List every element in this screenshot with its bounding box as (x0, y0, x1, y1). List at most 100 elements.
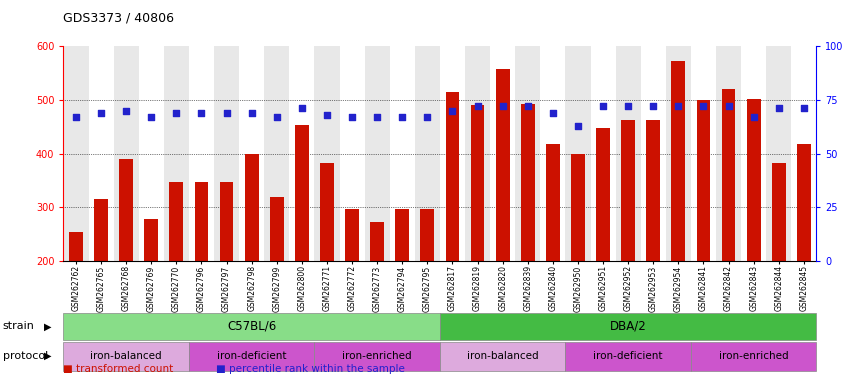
Bar (189, 46, 214, 261)
Bar (541, 46, 565, 261)
Bar (415, 46, 440, 261)
Point (722, 103, 735, 109)
Bar (365, 46, 390, 261)
Point (69, 114, 83, 120)
Text: ■ transformed count: ■ transformed count (63, 364, 173, 374)
Point (195, 110, 208, 116)
Bar (63, 342, 189, 371)
Point (797, 105, 810, 111)
Bar (440, 46, 465, 261)
Point (646, 103, 660, 109)
Bar (169, 182, 184, 261)
Bar (195, 182, 208, 261)
Bar (716, 46, 741, 261)
Point (772, 105, 785, 111)
Bar (640, 46, 666, 261)
Bar (446, 92, 459, 261)
Bar (691, 46, 716, 261)
Bar (270, 197, 283, 261)
Text: iron-enriched: iron-enriched (719, 351, 788, 361)
Point (169, 110, 183, 116)
Point (295, 105, 309, 111)
Bar (791, 46, 816, 261)
Text: GDS3373 / 40806: GDS3373 / 40806 (63, 12, 174, 25)
Bar (239, 46, 264, 261)
Bar (565, 46, 591, 261)
Bar (420, 209, 434, 261)
Bar (189, 342, 315, 371)
Point (320, 112, 333, 118)
Bar (797, 144, 810, 261)
Bar (139, 46, 164, 261)
Bar (666, 46, 691, 261)
Bar (390, 46, 415, 261)
Point (345, 114, 359, 120)
Point (220, 110, 233, 116)
Bar (696, 100, 711, 261)
Bar (691, 342, 816, 371)
Text: C57BL/6: C57BL/6 (227, 320, 277, 333)
Bar (94, 199, 108, 261)
Bar (113, 46, 139, 261)
Bar (646, 120, 660, 261)
Bar (440, 342, 565, 371)
Text: iron-balanced: iron-balanced (91, 351, 162, 361)
Point (696, 103, 710, 109)
Point (395, 114, 409, 120)
Bar (264, 46, 289, 261)
Text: strain: strain (3, 321, 35, 331)
Bar (289, 46, 315, 261)
Bar (63, 313, 440, 340)
Bar (470, 105, 485, 261)
Bar (591, 46, 616, 261)
Point (470, 103, 484, 109)
Bar (69, 232, 83, 261)
Bar (616, 46, 640, 261)
Text: protocol: protocol (3, 351, 47, 361)
Bar (371, 222, 384, 261)
Text: ■ percentile rank within the sample: ■ percentile rank within the sample (216, 364, 404, 374)
Bar (63, 46, 89, 261)
Text: iron-deficient: iron-deficient (217, 351, 287, 361)
Bar (244, 154, 259, 261)
Point (119, 108, 133, 114)
Text: iron-balanced: iron-balanced (467, 351, 538, 361)
Point (672, 103, 685, 109)
Point (496, 103, 509, 109)
Bar (440, 313, 816, 340)
Bar (315, 46, 339, 261)
Bar (320, 163, 334, 261)
Bar (119, 159, 133, 261)
Point (621, 103, 634, 109)
Bar (345, 209, 359, 261)
Bar (214, 46, 239, 261)
Bar (747, 99, 761, 261)
Text: iron-deficient: iron-deficient (593, 351, 663, 361)
Bar (546, 144, 560, 261)
Bar (772, 163, 786, 261)
Point (420, 114, 434, 120)
Bar (571, 154, 585, 261)
Bar (741, 46, 766, 261)
Bar (766, 46, 791, 261)
Text: iron-enriched: iron-enriched (343, 351, 412, 361)
Bar (596, 128, 610, 261)
Bar (490, 46, 515, 261)
Bar (295, 125, 309, 261)
Bar (315, 342, 440, 371)
Text: ▶: ▶ (44, 321, 52, 331)
Bar (465, 46, 490, 261)
Bar (89, 46, 113, 261)
Point (571, 122, 585, 129)
Bar (496, 69, 509, 261)
Bar (339, 46, 365, 261)
Bar (722, 89, 735, 261)
Point (371, 114, 384, 120)
Text: ▶: ▶ (44, 351, 52, 361)
Point (270, 114, 283, 120)
Point (244, 110, 258, 116)
Point (521, 103, 535, 109)
Point (145, 114, 158, 120)
Bar (515, 46, 541, 261)
Bar (220, 182, 233, 261)
